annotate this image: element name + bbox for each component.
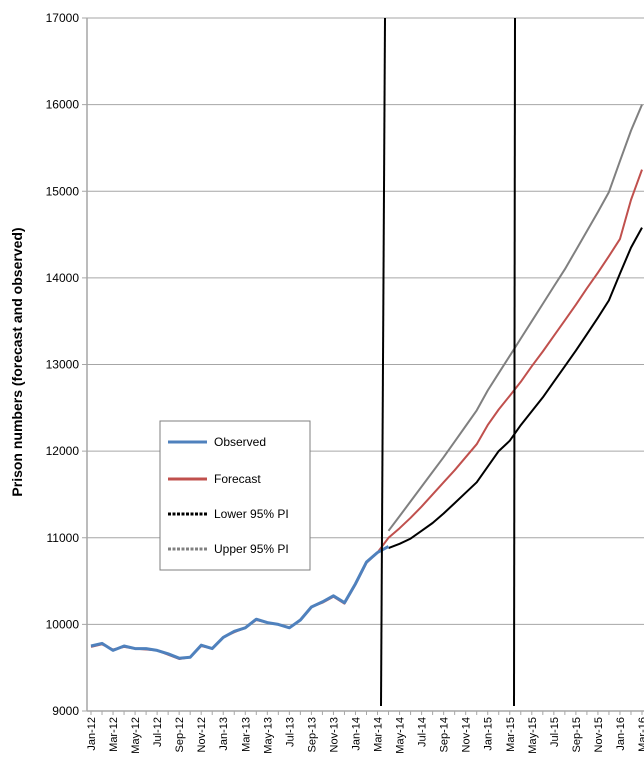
x-tick-label: May-13 (262, 717, 274, 754)
x-tick-label: Jan-15 (483, 717, 495, 751)
x-tick-label: May-15 (527, 717, 539, 754)
legend: Observed Forecast Lower 95% PI Upper 95% PI (159, 420, 311, 571)
y-tick-label: 15000 (46, 184, 80, 198)
x-tick-label: Nov-13 (328, 717, 340, 752)
x-tick-label: May-12 (130, 717, 142, 754)
x-tick-label: Nov-12 (196, 717, 208, 752)
y-tick-label: 13000 (46, 358, 80, 372)
y-tick-label: 10000 (46, 617, 80, 631)
x-tick-label: Jan-16 (615, 717, 627, 751)
x-tick-label: Mar-14 (373, 717, 385, 752)
series-layer (90, 104, 643, 660)
x-axis-ticks: Jan-12 Mar-12 May-12 Jul-12 Sep-12 Nov-12 Jan-… (86, 711, 644, 754)
x-tick-label: Sep-15 (571, 717, 583, 752)
x-tick-label: Jul-15 (549, 717, 561, 747)
series-line-observed (90, 545, 390, 660)
legend-label: Upper 95% PI (214, 542, 289, 556)
y-tick-label: 17000 (46, 11, 80, 25)
y-tick-label: 14000 (46, 271, 80, 285)
vertical-markers (380, 17, 516, 707)
x-tick-label: Sep-14 (439, 717, 451, 752)
y-axis-ticks: 9000 10000 11000 12000 13000 14000 15000 16000 1… (46, 11, 87, 718)
legend-box (159, 420, 311, 571)
vertical-marker-line (513, 17, 516, 707)
x-tick-label: Mar-15 (505, 717, 517, 752)
x-tick-label: Jan-14 (350, 717, 362, 751)
y-tick-label: 12000 (46, 444, 80, 458)
y-axis-label: Prison numbers (forecast and observed) (9, 227, 25, 496)
x-tick-label: Mar-16 (637, 717, 644, 752)
series-line-forecast (90, 169, 643, 660)
x-tick-label: Jan-12 (86, 717, 98, 751)
vertical-marker-line (380, 17, 386, 707)
legend-label: Observed (214, 435, 266, 449)
legend-label: Lower 95% PI (214, 507, 289, 521)
y-tick-label: 16000 (46, 98, 80, 112)
y-tick-label: 9000 (52, 704, 79, 718)
x-tick-label: Nov-14 (461, 717, 473, 752)
x-tick-label: Mar-12 (108, 717, 120, 752)
x-tick-label: Jul-13 (284, 717, 296, 747)
x-tick-label: Jul-12 (152, 717, 164, 747)
x-tick-label: Jul-14 (417, 717, 429, 747)
legend-label: Forecast (214, 472, 261, 486)
x-tick-label: May-14 (395, 717, 407, 754)
y-tick-label: 11000 (47, 531, 80, 545)
x-tick-label: Sep-12 (174, 717, 186, 752)
x-tick-label: Sep-13 (306, 717, 318, 752)
x-tick-label: Nov-15 (593, 717, 605, 752)
x-tick-label: Mar-13 (240, 717, 252, 752)
x-tick-label: Jan-13 (218, 717, 230, 751)
